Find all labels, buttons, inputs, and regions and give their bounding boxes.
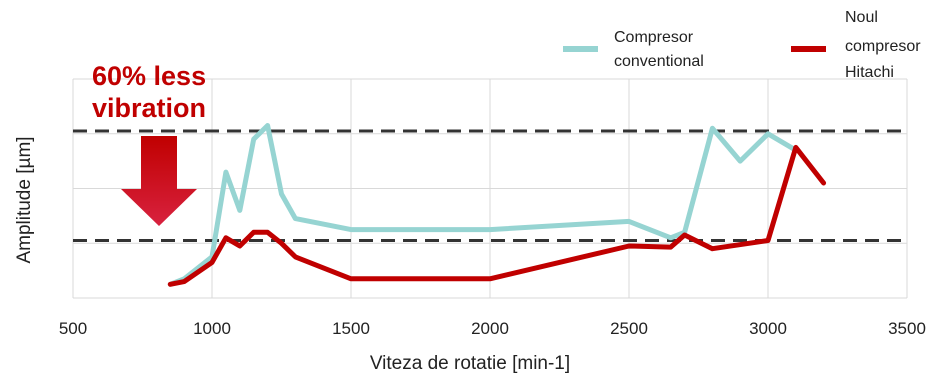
down-arrow-icon bbox=[121, 136, 197, 226]
x-axis-ticks: 500 1000 1500 2000 2500 3000 3500 bbox=[59, 319, 926, 338]
x-tick-label: 500 bbox=[59, 319, 87, 338]
x-tick-label: 3500 bbox=[888, 319, 926, 338]
callout-line-2: vibration bbox=[92, 93, 206, 123]
legend-label-line: conventional bbox=[614, 53, 704, 70]
grid-lines bbox=[72, 78, 908, 299]
legend-label-line: compresor bbox=[845, 38, 921, 55]
series-line-conventional bbox=[167, 123, 799, 287]
series-line-hitachi bbox=[167, 144, 827, 287]
legend: Compresor conventional Noul compresor Hi… bbox=[563, 9, 921, 81]
x-tick-label: 2000 bbox=[471, 319, 509, 338]
legend-label-line: Hitachi bbox=[845, 64, 894, 81]
y-axis-label: Amplitude [µm] bbox=[14, 136, 35, 263]
vibration-callout: 60% less vibration bbox=[92, 61, 206, 226]
x-tick-label: 3000 bbox=[749, 319, 787, 338]
x-tick-label: 1000 bbox=[193, 319, 231, 338]
series-lines bbox=[167, 123, 827, 287]
legend-item-conventional: Compresor conventional bbox=[563, 29, 704, 70]
x-tick-label: 1500 bbox=[332, 319, 370, 338]
callout-line-1: 60% less bbox=[92, 61, 206, 91]
legend-item-hitachi: Noul compresor Hitachi bbox=[791, 9, 921, 81]
x-axis-label: Viteza de rotatie [min-1] bbox=[370, 353, 570, 374]
legend-label-line: Noul bbox=[845, 9, 878, 26]
x-tick-label: 2500 bbox=[610, 319, 648, 338]
legend-label-line: Compresor bbox=[614, 29, 694, 46]
